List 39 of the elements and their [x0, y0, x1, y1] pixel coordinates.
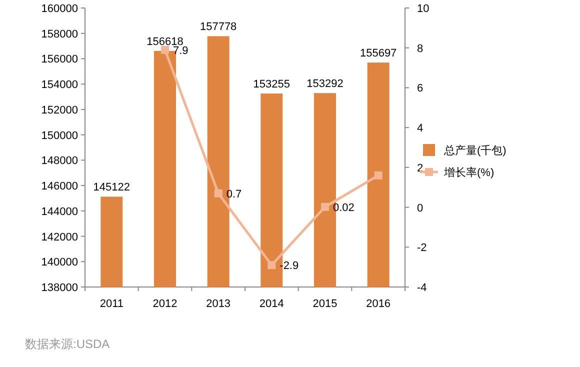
data-label: 153292 — [306, 78, 344, 90]
point — [268, 261, 276, 270]
data-label: 7.9 — [173, 44, 188, 57]
y-tick-label: 150000 — [41, 130, 78, 142]
x-tick-label: 2013 — [206, 298, 231, 310]
y2-tick-label: -4 — [417, 282, 427, 294]
x-tick-label: 2016 — [366, 298, 391, 310]
data-label: 145122 — [93, 182, 130, 194]
y2-tick-label: 6 — [417, 82, 424, 95]
y2-tick-label: 4 — [417, 122, 424, 135]
y-tick-label: 148000 — [41, 155, 78, 168]
data-label: 153255 — [253, 78, 290, 91]
y-tick-label: 158000 — [41, 28, 78, 40]
y-tick-label: 156000 — [41, 54, 78, 66]
legend-label: 总产量(千包) — [443, 144, 506, 157]
y-tick-label: 154000 — [41, 79, 78, 92]
data-label: 157778 — [200, 21, 237, 34]
x-tick-label: 2012 — [152, 298, 178, 310]
data-label: 155697 — [360, 48, 397, 60]
point — [214, 189, 222, 198]
legend-label: 增长率(%) — [443, 166, 494, 179]
y-tick-label: 144000 — [41, 206, 78, 218]
y2-tick-label: -2 — [417, 242, 427, 254]
source-note: 数据来源:USDA — [25, 337, 110, 351]
y2-tick-label: 8 — [417, 42, 424, 55]
y-tick-label: 140000 — [41, 256, 78, 269]
x-tick-label: 2014 — [259, 298, 284, 310]
y-tick-label: 142000 — [41, 231, 78, 244]
x-tick-label: 2015 — [312, 298, 338, 310]
y-tick-label: 160000 — [41, 3, 78, 15]
y-tick-label: 146000 — [41, 180, 78, 193]
y-tick-label: 138000 — [41, 282, 78, 294]
point — [321, 202, 329, 211]
point — [161, 46, 169, 54]
y2-tick-label: 0 — [417, 202, 424, 214]
y-tick-label: 152000 — [41, 104, 78, 116]
y2-tick-label: 10 — [417, 3, 430, 15]
x-tick-label: 2011 — [100, 298, 124, 310]
point — [374, 171, 382, 180]
